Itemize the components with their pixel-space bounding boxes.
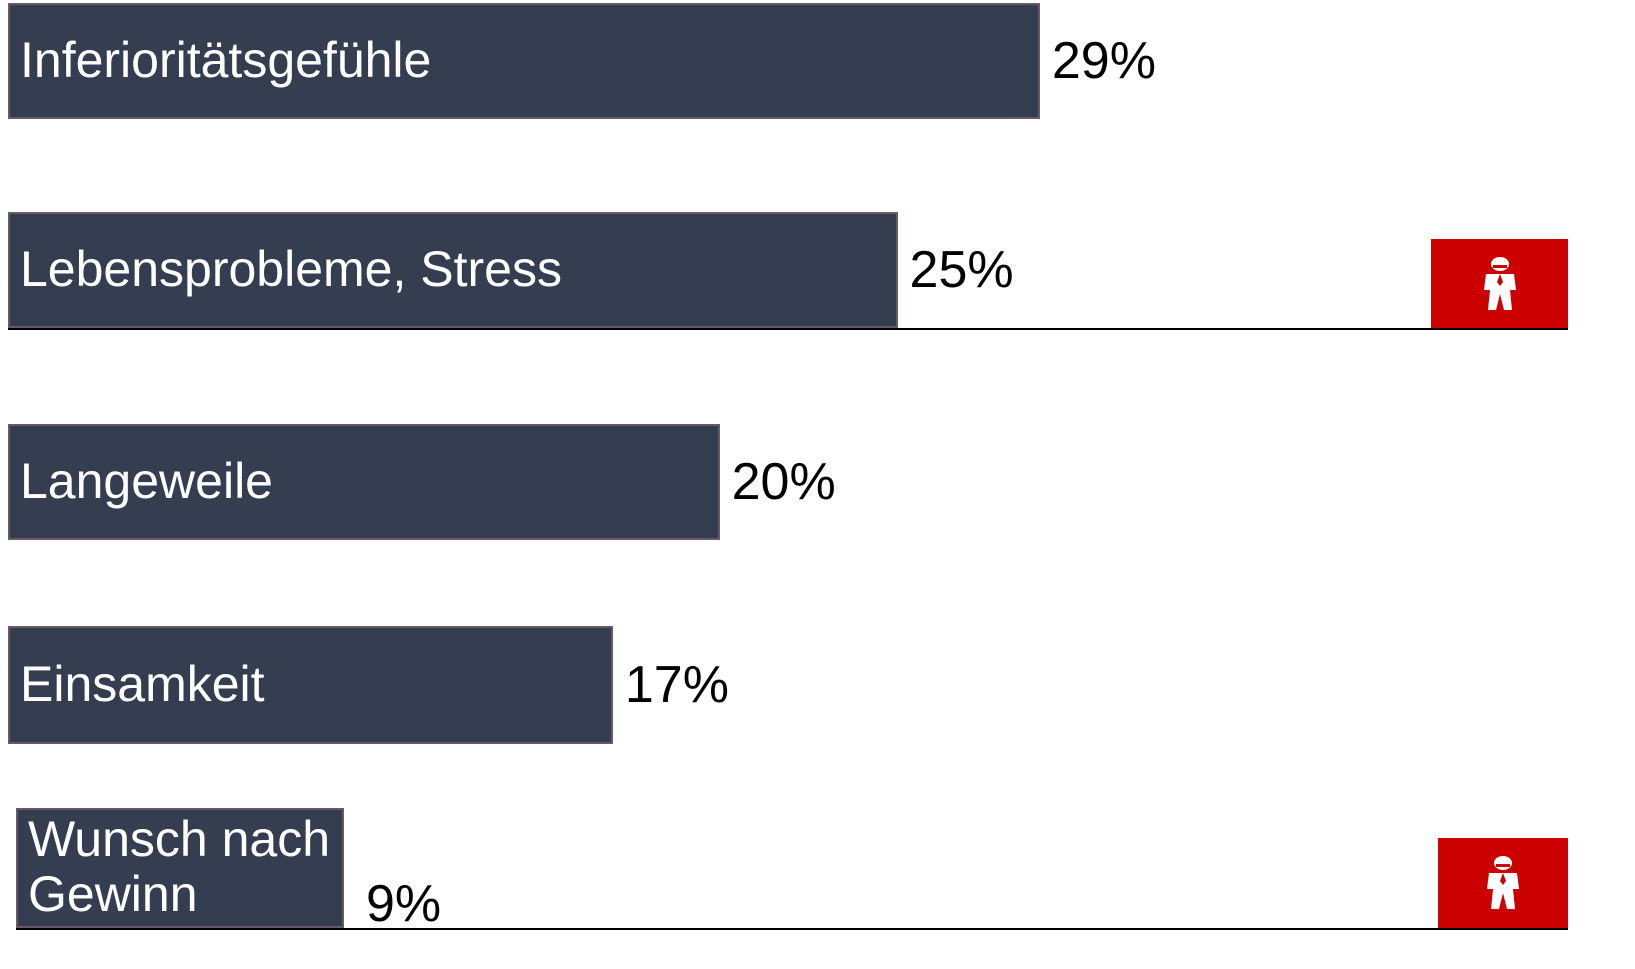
- highlight-baseline-1: [8, 328, 1568, 330]
- value-label-1: 25%: [909, 241, 1014, 299]
- category-label-2: Langeweile: [20, 453, 273, 509]
- person-icon: [1438, 838, 1568, 928]
- bar-0: [8, 3, 1040, 119]
- bar-4: [16, 808, 344, 928]
- bar-1: [8, 212, 898, 328]
- category-label-0: Inferioritätsgefühle: [20, 32, 432, 88]
- bar-2: [8, 424, 720, 540]
- value-label-2: 20%: [731, 453, 836, 511]
- category-label-1: Lebensprobleme, Stress: [20, 241, 562, 297]
- value-label-0: 29%: [1051, 32, 1156, 90]
- highlight-baseline-4: [16, 928, 1568, 930]
- person-icon: [1431, 239, 1568, 328]
- value-label-4: 9%: [366, 875, 442, 933]
- value-label-3: 17%: [624, 656, 729, 714]
- category-label-4: Wunsch nach Gewinn: [28, 811, 331, 922]
- bar-3: [8, 626, 613, 744]
- category-label-3: Einsamkeit: [20, 656, 265, 712]
